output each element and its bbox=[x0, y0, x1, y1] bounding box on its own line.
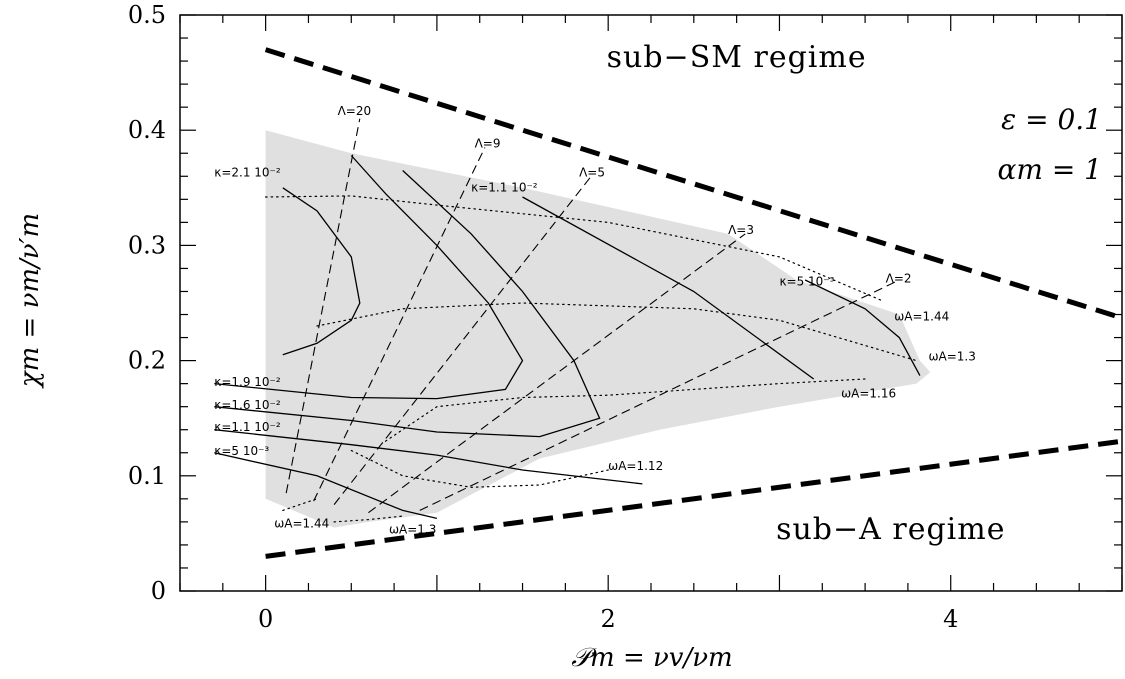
kappa-curve-2 bbox=[214, 170, 601, 438]
omega-label-0: ωA=1.44 bbox=[894, 309, 949, 323]
y-tick-label: 0.5 bbox=[128, 1, 166, 29]
kappa-label-6: κ=5 10⁻³ bbox=[779, 275, 834, 289]
lambda-line-0 bbox=[285, 118, 361, 494]
lambda-label-2: Λ=5 bbox=[579, 165, 605, 179]
omega-label-3: ωA=1.12 bbox=[608, 459, 663, 473]
omega-curve-0 bbox=[265, 195, 883, 302]
regime-label-0: sub−SM regime bbox=[607, 40, 867, 75]
omega-label-5: ωA=1.3 bbox=[389, 522, 436, 536]
regime-label-1: sub−A regime bbox=[776, 512, 1005, 547]
kappa-curve-4 bbox=[522, 196, 815, 380]
param-epsilon: ε = 0.1 bbox=[1001, 103, 1102, 136]
lambda-label-3: Λ=3 bbox=[728, 223, 754, 237]
allowed-region bbox=[265, 130, 931, 528]
param-alpha: αm = 1 bbox=[997, 153, 1102, 186]
allowed-region-layer bbox=[265, 130, 931, 528]
omega-label-4: ωA=1.44 bbox=[274, 517, 329, 531]
omega-label-2: ωA=1.16 bbox=[841, 386, 896, 400]
lambda-line-1 bbox=[313, 147, 486, 502]
x-tick-label: 0 bbox=[258, 605, 273, 633]
omega-curve-5 bbox=[333, 515, 404, 523]
kappa-label-5: κ=5 10⁻³ bbox=[214, 444, 269, 458]
x-tick-label: 4 bbox=[943, 605, 958, 633]
lambda-line-3 bbox=[368, 233, 746, 514]
omega-curve-4 bbox=[282, 498, 318, 511]
lambda-line-4 bbox=[419, 279, 900, 511]
y-tick-label: 0 bbox=[151, 577, 166, 605]
kappa-label-4: κ=1.1 10⁻² bbox=[471, 180, 538, 194]
kappa-curve-0 bbox=[282, 187, 361, 356]
kappa-label-0: κ=2.1 10⁻² bbox=[214, 165, 281, 179]
curve-layer bbox=[214, 47, 1123, 559]
label-layer: 0 2 4 0 0.1 0.2 0.3 0.4 0.5 Λ=20 Λ=9 Λ=5 Λ=3 Λ=2 κ=2.1… bbox=[128, 1, 1005, 633]
omega-label-1: ωA=1.3 bbox=[928, 350, 975, 364]
kappa-curve-5 bbox=[214, 452, 438, 520]
kappa-label-3: κ=1.1 10⁻² bbox=[214, 420, 281, 434]
omega-curve-2 bbox=[384, 378, 866, 442]
lambda-label-0: Λ=20 bbox=[338, 104, 372, 118]
kappa-curve-6 bbox=[804, 279, 921, 376]
tick-layer bbox=[179, 14, 1123, 592]
lambda-label-4: Λ=2 bbox=[886, 271, 912, 285]
y-tick-label: 0.2 bbox=[128, 347, 166, 375]
y-axis-label: χm = νm/ν′m bbox=[15, 213, 45, 389]
omega-curve-3 bbox=[350, 449, 609, 488]
kappa-curve-1 bbox=[214, 155, 524, 400]
y-tick-label: 0.3 bbox=[128, 231, 166, 259]
boundary-line-1 bbox=[265, 438, 1123, 559]
kappa-label-1: κ=1.9 10⁻² bbox=[214, 375, 281, 389]
lambda-label-1: Λ=9 bbox=[475, 136, 501, 150]
x-tick-label: 2 bbox=[601, 605, 616, 633]
y-tick-label: 0.1 bbox=[128, 462, 166, 490]
y-tick-label: 0.4 bbox=[128, 116, 166, 144]
kappa-curve-3 bbox=[214, 429, 643, 485]
kappa-label-2: κ=1.6 10⁻² bbox=[214, 398, 281, 412]
x-axis-label: 𝒫m = νv/νm bbox=[571, 643, 732, 673]
